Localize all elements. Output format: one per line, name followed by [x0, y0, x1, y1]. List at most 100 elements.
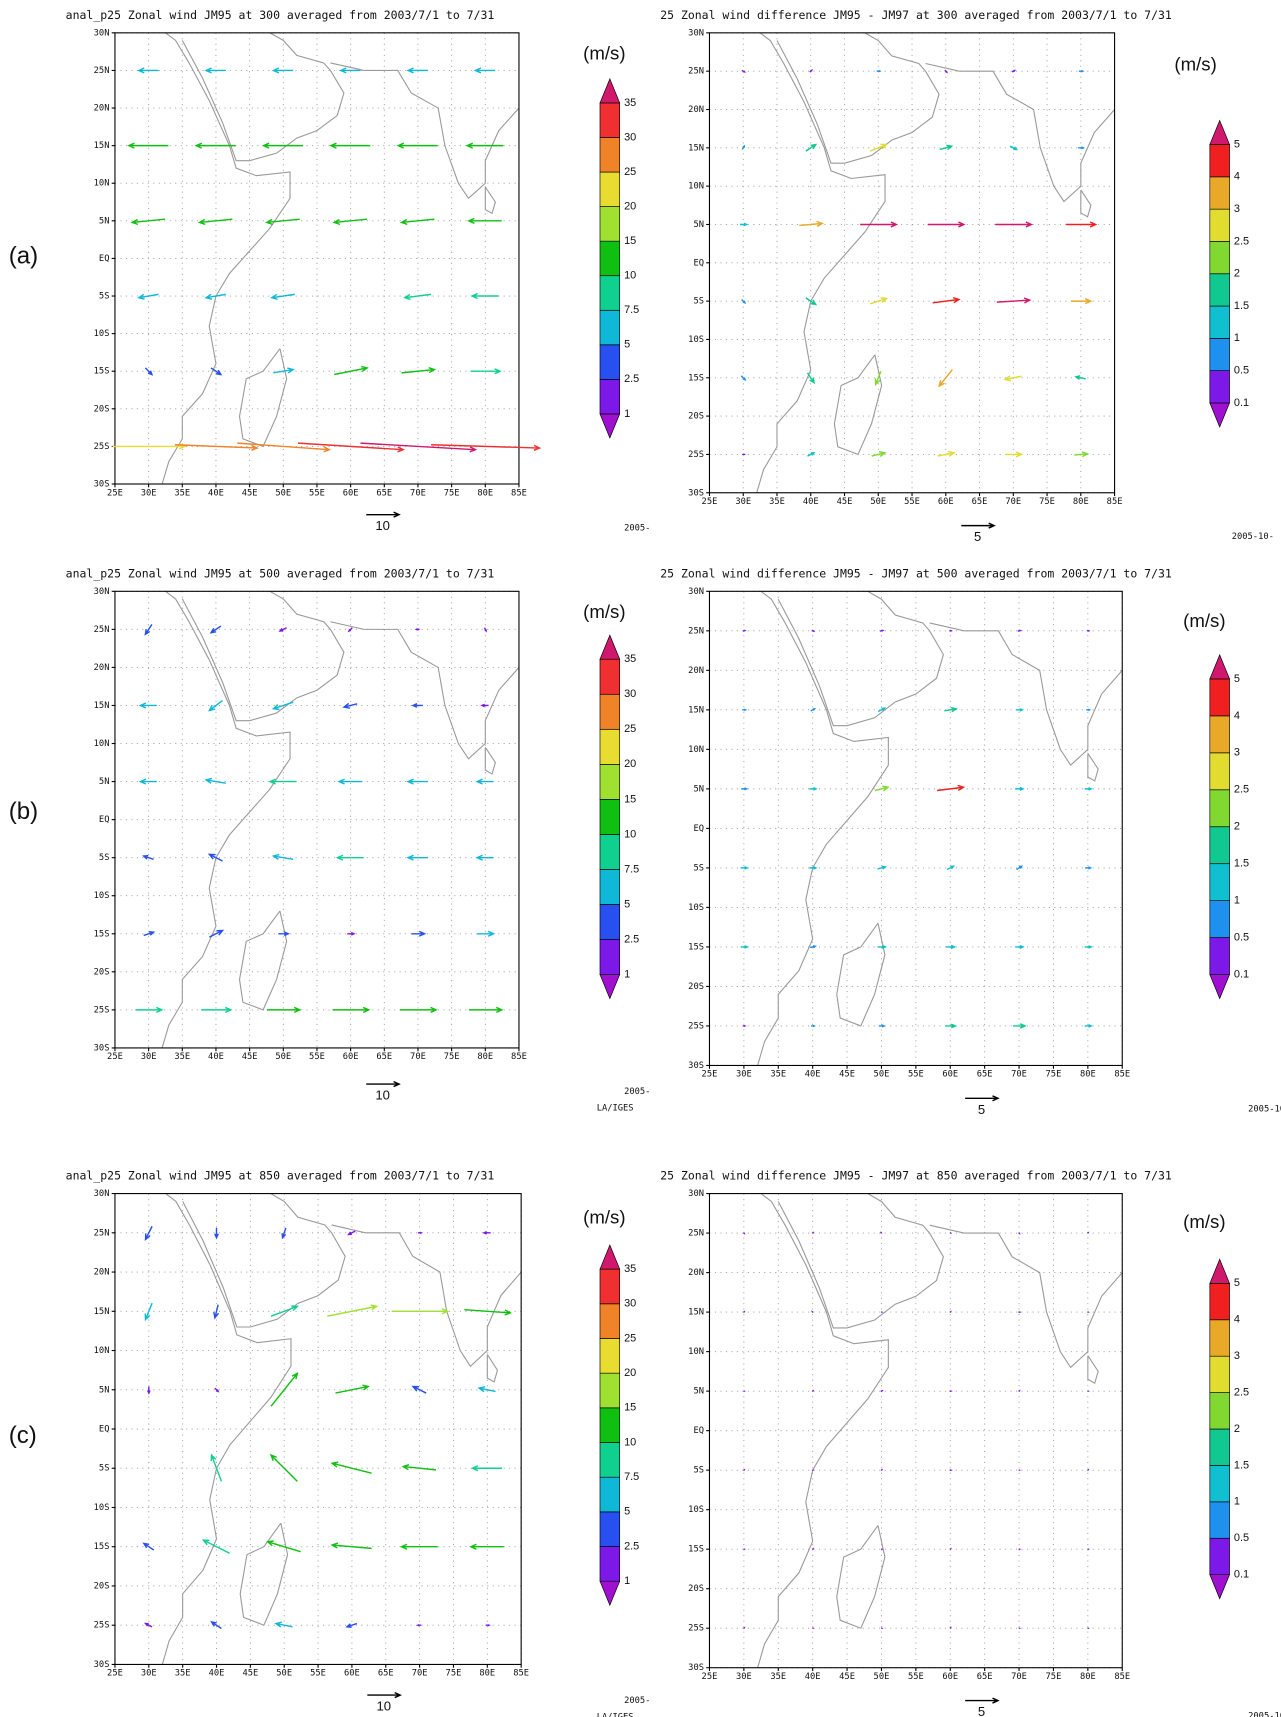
wind-vector	[874, 785, 890, 792]
x-tick-label: 30E	[141, 488, 157, 498]
wind-vector	[880, 1390, 884, 1393]
colorbar-unit: (m/s)	[583, 601, 625, 622]
x-tick-label: 75E	[444, 488, 460, 498]
wind-vector	[996, 297, 1032, 304]
y-tick-label: 25N	[94, 1228, 110, 1238]
colorbar-label: 3	[1234, 747, 1240, 759]
colorbar-segment	[599, 275, 621, 311]
colorbar-segment	[1209, 1501, 1230, 1539]
colorbar-segment	[1209, 900, 1230, 938]
wind-vector	[949, 629, 953, 632]
colorbar-segment	[599, 171, 621, 207]
y-tick-label: 30N	[688, 587, 704, 597]
wind-vector	[740, 866, 749, 870]
wind-vector	[869, 297, 889, 305]
colorbar-segment	[1209, 789, 1230, 828]
colorbar-label: 0.1	[1234, 1569, 1249, 1581]
wind-vector	[213, 1304, 220, 1320]
colorbar-label: 25	[624, 166, 636, 178]
wind-vector	[414, 628, 420, 631]
y-tick-label: 20N	[94, 1268, 110, 1278]
wind-vector	[270, 1371, 299, 1407]
colorbar-label: 30	[624, 1298, 636, 1310]
colorbar-segment	[599, 1476, 621, 1513]
colorbar-triangle	[599, 634, 621, 660]
plot-frame	[708, 32, 1116, 494]
wind-vector	[477, 930, 496, 937]
wind-vector	[127, 142, 169, 149]
colorbar-label: 3	[1234, 1350, 1240, 1362]
colorbar-label: 20	[624, 758, 636, 770]
wind-vector	[483, 627, 487, 633]
colorbar-segment	[599, 799, 621, 835]
x-tick-label: 45E	[242, 1052, 258, 1062]
wind-vector	[207, 853, 223, 862]
colorbar-segment	[599, 206, 621, 242]
wind-vector	[270, 1305, 299, 1317]
colorbar-label: 2.5	[1234, 235, 1249, 247]
x-tick-label: 30E	[736, 1070, 752, 1080]
reference-vector	[366, 1080, 401, 1088]
wind-vector	[482, 1230, 491, 1235]
y-tick-label: 30S	[94, 1660, 110, 1670]
wind-vector	[811, 1310, 814, 1313]
y-tick-label: 15S	[688, 373, 704, 383]
wind-vector	[273, 367, 295, 374]
colorbar-triangle	[1209, 119, 1231, 145]
y-tick-label: EQ	[693, 1426, 704, 1436]
colorbar-segment	[599, 1268, 621, 1305]
footer-text: 2005-	[624, 523, 650, 533]
wind-vector	[740, 375, 747, 381]
wind-vector	[811, 1231, 815, 1234]
wind-vector	[743, 1310, 746, 1313]
y-tick-label: 10S	[688, 335, 704, 345]
wind-vector	[477, 1386, 496, 1393]
coastline	[486, 1354, 499, 1383]
x-tick-label: 35E	[175, 1669, 191, 1679]
colorbar-segment	[1209, 863, 1230, 901]
y-tick-label: 10N	[94, 1346, 110, 1356]
wind-vector	[1018, 1389, 1021, 1392]
colorbar-label: 2	[1234, 1423, 1240, 1435]
wind-vector	[298, 442, 405, 453]
wind-vector	[874, 370, 882, 386]
colorbar-label: 2.5	[624, 373, 639, 385]
y-tick-label: 20N	[688, 105, 704, 115]
y-tick-label: 5N	[693, 220, 704, 230]
wind-vector	[401, 1464, 437, 1471]
x-tick-label: 75E	[444, 1052, 460, 1062]
wind-vector	[347, 1230, 356, 1236]
plot-frame	[114, 590, 520, 1049]
colorbar-label: 1	[624, 1575, 630, 1587]
x-tick-label: 40E	[209, 1669, 225, 1679]
wind-vector	[399, 218, 435, 226]
colorbar-segment	[599, 1372, 621, 1409]
wind-vector	[210, 367, 223, 376]
colorbar-segment	[1209, 1319, 1230, 1357]
x-tick-label: 25E	[107, 488, 123, 498]
wind-vector	[1078, 146, 1086, 150]
wind-vector	[1084, 1024, 1093, 1028]
x-tick-label: 65E	[972, 497, 988, 507]
colorbar-label: 1	[1234, 895, 1240, 907]
coastline	[757, 591, 889, 1066]
x-tick-label: 60E	[938, 497, 954, 507]
wind-vector	[810, 708, 817, 712]
y-tick-label: 15N	[94, 141, 110, 151]
coastline	[484, 186, 497, 215]
wind-vector	[204, 67, 226, 74]
x-tick-label: 35E	[769, 497, 785, 507]
wind-vector	[431, 444, 542, 452]
wind-vector	[1016, 865, 1024, 871]
colorbar-segment	[1209, 1428, 1230, 1466]
colorbar-label: 15	[624, 793, 636, 805]
colorbar-label: 4	[1234, 1314, 1240, 1326]
coastline	[929, 1224, 1123, 1369]
wind-vector	[1086, 708, 1092, 712]
wind-vector	[399, 1543, 438, 1550]
wind-vector	[995, 221, 1034, 228]
y-tick-label: 25N	[688, 67, 704, 77]
colorbar-label: 0.1	[1234, 968, 1249, 980]
coastline	[1087, 1355, 1099, 1385]
